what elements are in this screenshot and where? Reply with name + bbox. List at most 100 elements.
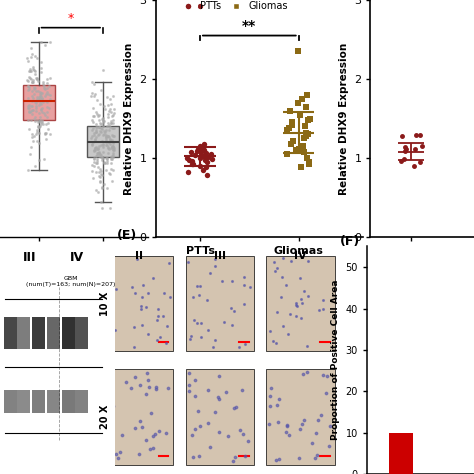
Point [33, 54, 41, 62]
Legend: PTTs, Gliomas: PTTs, Gliomas [177, 0, 289, 12]
Point [138, 321, 146, 328]
Point [25, 102, 32, 109]
Point [165, 259, 173, 267]
Point [103, 184, 111, 192]
Point [43, 90, 50, 98]
Point [188, 431, 195, 439]
Point [98, 86, 105, 94]
Point [109, 119, 117, 127]
Point [91, 137, 99, 144]
Point [109, 140, 117, 147]
Point [91, 92, 98, 100]
Point [24, 166, 32, 174]
Point [296, 111, 304, 118]
Point [100, 102, 108, 109]
Point [288, 121, 296, 128]
Point [227, 304, 235, 312]
Point [196, 422, 203, 430]
Point [204, 154, 212, 161]
Point [25, 73, 32, 81]
Point [98, 125, 105, 133]
Point [401, 144, 409, 151]
Point [153, 316, 161, 324]
Point [37, 118, 45, 126]
Point [283, 127, 291, 134]
Bar [32, 390, 45, 412]
Point [164, 322, 171, 329]
Point [107, 105, 114, 113]
Point [35, 139, 43, 146]
Point [91, 146, 99, 154]
Point [33, 128, 41, 136]
Point [275, 456, 283, 463]
Point [97, 198, 105, 205]
Point [210, 343, 217, 351]
Point [163, 339, 170, 347]
Point [99, 122, 107, 130]
Point [105, 169, 113, 177]
Point [278, 273, 286, 281]
Point [237, 426, 244, 434]
Point [206, 269, 214, 277]
Point [97, 177, 104, 184]
Point [27, 144, 35, 151]
Point [308, 439, 315, 447]
Point [110, 106, 118, 113]
Point [102, 166, 109, 174]
Point [28, 92, 36, 100]
Point [246, 283, 254, 291]
Point [402, 146, 410, 153]
Point [190, 293, 197, 301]
Point [305, 161, 313, 168]
Point [282, 428, 289, 436]
Point [92, 108, 100, 116]
Text: 10 X: 10 X [100, 291, 110, 316]
Text: IV: IV [294, 251, 307, 261]
Point [195, 292, 203, 299]
Point [92, 128, 100, 136]
Point [284, 330, 292, 338]
Point [101, 128, 109, 136]
Point [24, 76, 31, 83]
Point [104, 441, 111, 448]
Point [211, 255, 219, 263]
Point [104, 143, 112, 151]
Point [33, 96, 40, 103]
Point [33, 94, 41, 101]
Point [418, 142, 426, 149]
Point [30, 66, 38, 73]
Point [31, 70, 39, 78]
Point [36, 156, 43, 164]
Text: 20 X: 20 X [100, 405, 110, 429]
Point [292, 299, 300, 307]
Point [113, 286, 120, 293]
Point [103, 93, 110, 101]
Point [296, 425, 303, 432]
Point [191, 426, 199, 433]
Point [97, 170, 105, 178]
Point [293, 302, 301, 310]
Point [297, 296, 305, 303]
Point [206, 444, 214, 451]
Point [108, 118, 115, 125]
Point [95, 148, 103, 156]
Point [298, 420, 306, 428]
Bar [17, 317, 30, 349]
Point [106, 204, 113, 212]
Point [38, 98, 46, 105]
Point [292, 312, 300, 319]
Point [128, 283, 136, 291]
Point [89, 104, 97, 111]
Point [104, 133, 112, 140]
Point [105, 411, 112, 419]
Point [27, 116, 35, 124]
Point [104, 138, 112, 146]
Point [196, 2, 204, 10]
Point [33, 75, 41, 83]
Text: IV: IV [70, 251, 84, 264]
Point [282, 281, 290, 289]
Point [145, 383, 153, 391]
Point [24, 57, 32, 64]
Point [191, 151, 199, 159]
Point [43, 88, 51, 95]
